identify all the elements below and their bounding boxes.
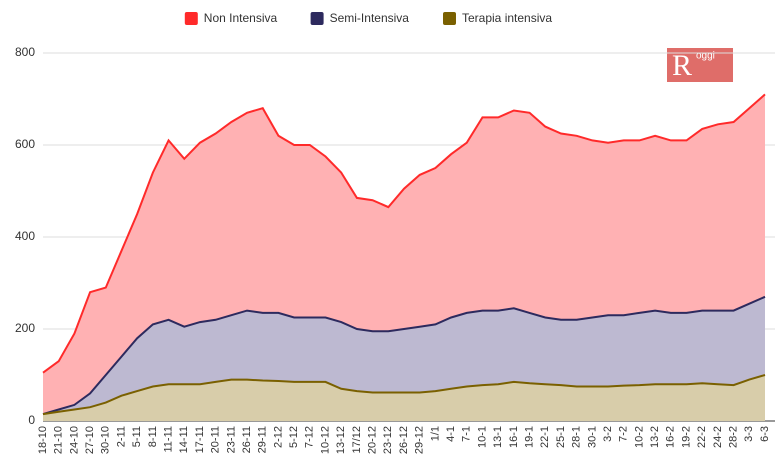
- x-tick-label: 7-12: [304, 426, 316, 448]
- x-tick-label: 29-11: [257, 426, 269, 453]
- x-tick-label: 1/1: [429, 426, 441, 441]
- area-line: [42, 374, 766, 416]
- area-line: [42, 93, 766, 374]
- x-tick-label: 14-11: [178, 426, 190, 453]
- x-tick-label: 16-2: [665, 426, 677, 448]
- x-tick-label: 20-11: [210, 426, 222, 453]
- y-tick-label: 600: [15, 137, 35, 151]
- logo-box: [667, 48, 733, 82]
- x-tick-label: 18-10: [37, 426, 49, 454]
- legend-label: Non Intensiva: [204, 11, 278, 25]
- y-tick-label: 200: [15, 321, 35, 335]
- x-tick-label: 28-1: [571, 426, 583, 448]
- x-tick-label: 4-1: [445, 426, 457, 442]
- x-tick-label: 10-12: [319, 426, 331, 454]
- areas: [43, 94, 765, 422]
- x-tick-label: 26-12: [398, 426, 410, 454]
- x-tick-label: 22-1: [539, 426, 551, 448]
- x-tick-label: 30-1: [586, 426, 598, 448]
- x-tick-label: 24-10: [68, 426, 80, 454]
- lines: [42, 93, 766, 416]
- x-tick-label: 17/12: [351, 426, 363, 454]
- x-tick-label: 16-1: [508, 426, 520, 448]
- logo-small: oggi: [696, 51, 715, 62]
- x-tick-label: 13-12: [335, 426, 347, 454]
- logo-big: R: [672, 49, 692, 82]
- x-tick-label: 25-1: [555, 426, 567, 448]
- x-tick-label: 3-3: [743, 426, 755, 442]
- y-tick-label: 800: [15, 45, 35, 59]
- x-tick-label: 19-2: [680, 426, 692, 448]
- y-tick-label: 0: [28, 413, 35, 427]
- x-tick-label: 23-11: [225, 426, 237, 453]
- x-tick-label: 27-10: [84, 426, 96, 454]
- x-tick-label: 2-12: [272, 426, 284, 448]
- x-tick-label: 29-12: [414, 426, 426, 454]
- x-tick-label: 10-1: [476, 426, 488, 448]
- x-tick-label: 21-10: [53, 426, 65, 454]
- y-tick-label: 400: [15, 229, 35, 243]
- area-line: [42, 295, 766, 416]
- legend-swatch: [184, 12, 198, 25]
- x-tick-label: 11-11: [162, 426, 174, 453]
- x-tick-label: 8-11: [147, 426, 159, 447]
- x-tick-label: 6-3: [759, 426, 771, 442]
- x-tick-label: 17-11: [194, 426, 206, 453]
- x-tick-label: 23-12: [382, 426, 394, 454]
- x-tick-label: 30-10: [100, 426, 112, 454]
- legend-swatch: [443, 12, 456, 25]
- x-tick-label: 22-2: [696, 426, 708, 448]
- legend-label: Terapia intensiva: [462, 11, 552, 25]
- x-tick-label: 13-2: [649, 426, 661, 448]
- x-tick-label: 26-11: [241, 426, 253, 453]
- x-tick-label: 7-1: [461, 426, 473, 442]
- x-tick-label: 20-12: [367, 426, 379, 454]
- x-tick-label: 7-2: [618, 426, 630, 442]
- legend-swatch: [310, 12, 324, 25]
- x-tick-label: 24-2: [712, 426, 724, 448]
- x-tick-label: 5-12: [288, 426, 300, 448]
- x-tick-label: 2-11: [115, 426, 127, 447]
- x-tick-label: 19-1: [523, 426, 535, 448]
- legend-label: Semi-Intensiva: [330, 11, 410, 25]
- x-tick-label: 10-2: [633, 426, 645, 448]
- x-tick-label: 28-2: [728, 426, 740, 448]
- x-tick-label: 5-11: [131, 426, 143, 447]
- x-tick-label: 3-2: [602, 426, 614, 442]
- x-tick-label: 13-1: [492, 426, 504, 448]
